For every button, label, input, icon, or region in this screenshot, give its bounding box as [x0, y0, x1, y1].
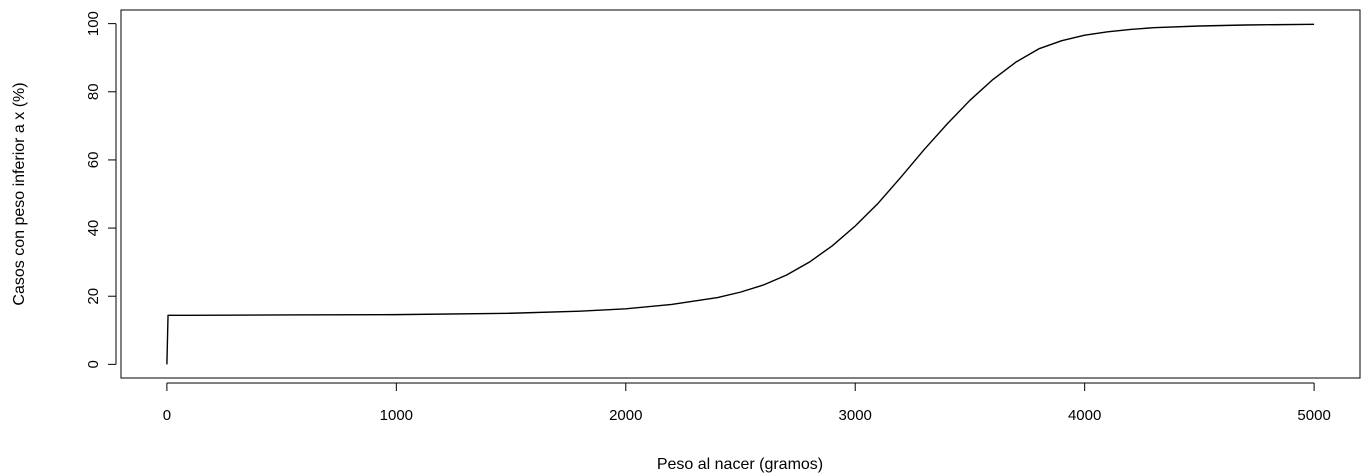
x-tick-label: 0 [163, 407, 171, 424]
x-tick-label: 3000 [839, 407, 872, 424]
x-axis-label: Peso al nacer (gramos) [657, 456, 823, 473]
y-tick-label: 60 [85, 152, 102, 169]
y-tick-label: 40 [85, 220, 102, 237]
y-tick-label: 0 [85, 360, 102, 368]
y-tick-label: 80 [85, 83, 102, 100]
x-tick-label: 1000 [380, 407, 413, 424]
plot-frame [120, 9, 1361, 379]
x-tick-label: 4000 [1068, 407, 1101, 424]
x-tick-label: 2000 [609, 407, 642, 424]
y-tick-label: 20 [85, 288, 102, 305]
x-axis: 0 1000 2000 3000 4000 5000 [163, 382, 1331, 424]
x-tick-label: 5000 [1297, 407, 1330, 424]
y-axis-label: Casos con peso inferior a x (%) [11, 82, 28, 305]
series-layer [166, 23, 1315, 365]
series-line [166, 23, 1315, 365]
y-axis: 0 20 40 60 80 100 [85, 11, 117, 369]
y-tick-label: 100 [85, 11, 102, 36]
